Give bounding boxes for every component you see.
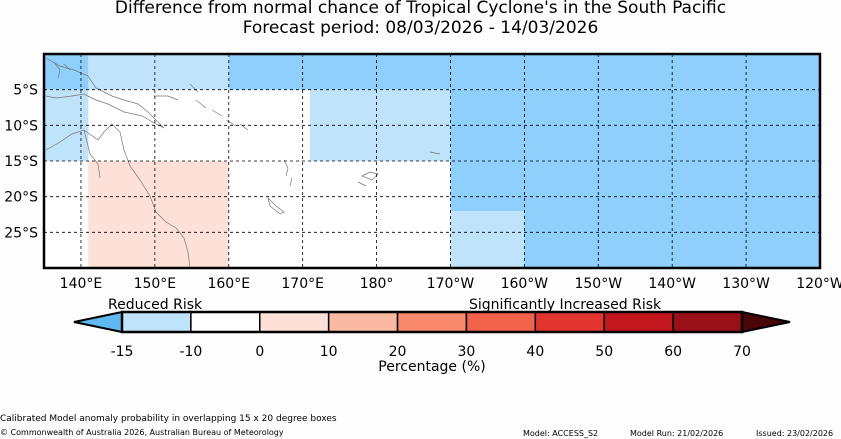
colorbar-swatch xyxy=(396,311,468,333)
lat-label: 15°S xyxy=(4,154,38,170)
colorbar-tick-label: 70 xyxy=(733,344,751,360)
lat-label: 25°S xyxy=(4,225,38,241)
colorbar-tick-label: 20 xyxy=(389,344,407,360)
map-frame xyxy=(42,52,822,270)
increased-risk-label: Significantly Increased Risk xyxy=(469,297,662,313)
coastline-samoa xyxy=(429,151,441,155)
colorbar-tick-label: 50 xyxy=(595,344,613,360)
reduced-risk-label: Reduced Risk xyxy=(108,297,203,313)
anomaly-cell-reduced xyxy=(450,210,525,268)
footer-model: Model: ACCESS_S2 xyxy=(523,429,599,438)
colorbar-tick-label: 0 xyxy=(255,344,264,360)
anomaly-cell-significantly-increased xyxy=(44,54,89,90)
footer-model-run: Model Run: 21/02/2026 xyxy=(630,429,724,438)
latitude-labels: 5°S 10°S 15°S 20°S 25°S xyxy=(4,83,38,242)
colorbar-outline xyxy=(120,310,744,334)
lon-label: 160°E xyxy=(207,276,250,292)
lon-label: 170°E xyxy=(281,276,324,292)
colorbar-swatch xyxy=(190,311,261,333)
colorbar-tick-label: 30 xyxy=(458,344,476,360)
anomaly-cell-significantly-increased xyxy=(228,54,820,90)
anomaly-cells xyxy=(44,54,820,269)
coastline-fiji xyxy=(357,171,379,187)
footer-copyright: © Commonwealth of Australia 2026, Austra… xyxy=(0,428,284,437)
lon-label: 150°E xyxy=(134,276,177,292)
colorbar-tick-label: 40 xyxy=(526,344,544,360)
coastline-north-islands xyxy=(53,61,71,79)
colorbar-tick-labels: -15 -10 0 10 20 30 40 50 60 70 xyxy=(111,344,751,360)
longitude-labels: 140°E 150°E 160°E 170°E 180° 170°W 160°W 150°W 1… xyxy=(60,276,841,292)
lat-label: 5°S xyxy=(13,83,38,99)
colorbar-under-arrow xyxy=(73,310,123,334)
lon-label: 170°W xyxy=(427,276,475,292)
colorbar-swatches xyxy=(73,310,791,334)
colorbar-swatch xyxy=(121,311,192,333)
anomaly-cell-reduced xyxy=(88,54,229,90)
forecast-map: 5°S 10°S 15°S 20°S 25°S 140°E 150°E 160°E 170°E… xyxy=(4,52,841,292)
colorbar-axis-label: Percentage (%) xyxy=(378,359,485,375)
coastline-new-britain xyxy=(154,83,199,101)
lon-label: 140°E xyxy=(60,276,103,292)
lon-label: 140°W xyxy=(648,276,696,292)
coastline-new-caledonia xyxy=(267,196,285,215)
coastline-vanuatu xyxy=(283,159,293,187)
lat-label: 20°S xyxy=(4,190,38,206)
lon-label: 160°W xyxy=(501,276,549,292)
coastline-gulf xyxy=(83,129,101,179)
colorbar-swatch xyxy=(534,311,605,333)
lat-label: 10°S xyxy=(4,118,38,134)
lon-label: 150°W xyxy=(574,276,622,292)
lon-label: 130°W xyxy=(722,276,770,292)
colorbar-swatch xyxy=(259,311,330,333)
colorbar-tick-label: 10 xyxy=(320,344,338,360)
lon-label: 120°W xyxy=(796,276,841,292)
colorbar-tick-label: -10 xyxy=(179,344,202,360)
colorbar: Reduced Risk Significantly Increased Ris… xyxy=(73,297,791,375)
chart-title: Difference from normal chance of Tropica… xyxy=(114,0,727,18)
forecast-period: Forecast period: 08/03/2026 - 14/03/2026 xyxy=(242,18,599,38)
colorbar-tick-label: -15 xyxy=(111,344,134,360)
colorbar-swatch xyxy=(465,311,537,333)
colorbar-swatch xyxy=(327,311,399,333)
lon-label: 180° xyxy=(360,276,394,292)
colorbar-tick-label: 60 xyxy=(664,344,682,360)
coastline-australia xyxy=(45,123,191,269)
colorbar-swatch xyxy=(603,311,674,333)
footer-issued: Issued: 23/02/2026 xyxy=(756,429,834,438)
coastline-solomon-islands xyxy=(195,99,249,131)
colorbar-over-arrow xyxy=(741,310,791,334)
colorbar-swatch xyxy=(672,311,743,333)
footer-note: Calibrated Model anomaly probability in … xyxy=(0,414,337,424)
coastlines xyxy=(45,57,441,269)
coastline-new-guinea xyxy=(45,57,165,129)
